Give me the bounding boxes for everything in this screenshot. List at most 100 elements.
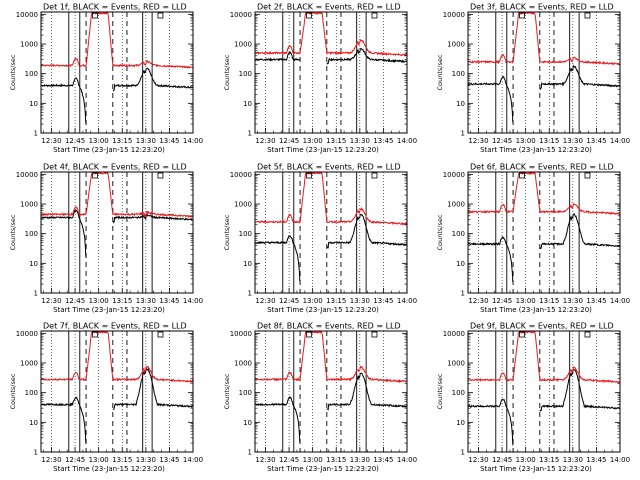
x-tick-label: 12:45 [279, 456, 299, 464]
x-tick-label: 12:30 [468, 456, 488, 464]
x-tick-label: 14:00 [183, 456, 203, 464]
x-tick-label: 12:45 [65, 456, 85, 464]
x-tick-label: 12:45 [65, 137, 85, 145]
y-tick-label: 10 [243, 419, 252, 427]
x-tick-label: 13:15 [326, 137, 346, 145]
series-group [468, 172, 620, 283]
top-state-marker [371, 12, 378, 19]
y-tick-label: 10 [29, 100, 38, 108]
y-axis-label: Counts/sec [436, 373, 444, 409]
y-tick-label: 1000 [234, 41, 252, 49]
panel-title: Det 1f, BLACK = Events, RED = LLD [43, 3, 187, 12]
y-tick-label: 10000 [443, 11, 465, 19]
series-lld-line [41, 331, 193, 384]
plot-frame [254, 171, 408, 294]
y-tick-label: 10000 [16, 11, 38, 19]
x-tick-label: 13:30 [563, 137, 583, 145]
x-tick-label: 13:00 [516, 456, 536, 464]
y-tick-label: 10 [456, 260, 465, 268]
panel-3: Det 3f, BLACK = Events, RED = LLD 1 10 100 1… [436, 3, 630, 155]
x-tick-label: 13:30 [136, 297, 156, 305]
x-tick-label: 12:30 [255, 456, 275, 464]
panel-title: Det 6f, BLACK = Events, RED = LLD [470, 163, 614, 172]
x-tick-label: 13:00 [516, 297, 536, 305]
x-tick-label: 13:15 [112, 297, 132, 305]
x-tick-label: 14:00 [397, 137, 417, 145]
x-tick-label: 13:30 [350, 137, 370, 145]
x-axis-label: Start Time (23-Jan-15 12:23:20) [53, 146, 165, 154]
plot-frame [40, 330, 194, 453]
top-state-marker [306, 12, 312, 19]
x-tick-label: 13:45 [586, 137, 606, 145]
x-tick-label: 12:30 [41, 137, 61, 145]
x-tick-label: 12:45 [492, 456, 512, 464]
series-group [255, 172, 407, 282]
panel-4: Det 4f, BLACK = Events, RED = LLD 1 10 100 1… [9, 163, 203, 315]
y-axis-label: Counts/sec [223, 373, 231, 409]
y-tick-label: 10 [243, 100, 252, 108]
x-tick-label: 12:30 [468, 297, 488, 305]
panel-2: Det 2f, BLACK = Events, RED = LLD 1 10 100 1… [223, 3, 417, 155]
top-state-marker [157, 12, 164, 19]
top-state-marker [92, 331, 98, 338]
top-state-marker [584, 331, 591, 338]
y-tick-label: 10 [456, 419, 465, 427]
x-tick-label: 13:00 [89, 137, 109, 145]
x-axis-label: Start Time (23-Jan-15 12:23:20) [480, 465, 592, 473]
top-state-marker [92, 172, 98, 179]
top-state-marker [519, 12, 525, 19]
x-axis-label: Start Time (23-Jan-15 12:23:20) [53, 465, 165, 473]
series-events-line [255, 47, 407, 65]
y-tick-label: 1 [34, 449, 38, 457]
top-state-marker [371, 172, 378, 179]
x-tick-label: 12:30 [255, 137, 275, 145]
y-axis-label: Counts/sec [436, 214, 444, 250]
series-group [41, 331, 193, 444]
panel-8: Det 8f, BLACK = Events, RED = LLD 1 10 100 1… [223, 322, 417, 474]
x-tick-label: 12:30 [41, 297, 61, 305]
x-tick-label: 14:00 [610, 456, 630, 464]
x-tick-label: 13:45 [373, 456, 393, 464]
y-tick-label: 10000 [443, 330, 465, 338]
y-tick-label: 100 [452, 70, 465, 78]
x-tick-label: 13:45 [159, 456, 179, 464]
x-axis-label: Start Time (23-Jan-15 12:23:20) [267, 306, 379, 314]
x-tick-label: 13:00 [303, 456, 323, 464]
x-tick-label: 13:30 [350, 297, 370, 305]
series-lld-line [468, 12, 620, 66]
y-axis-label: Counts/sec [9, 54, 17, 90]
y-tick-label: 100 [452, 230, 465, 238]
x-tick-label: 12:30 [41, 456, 61, 464]
y-tick-label: 1000 [234, 360, 252, 368]
series-lld-line [255, 12, 407, 57]
top-state-marker [157, 331, 164, 338]
x-tick-label: 13:15 [326, 297, 346, 305]
series-group [255, 331, 407, 443]
series-events-line [41, 67, 193, 124]
x-tick-label: 13:15 [326, 456, 346, 464]
plot-frame [40, 171, 194, 294]
y-tick-label: 1000 [447, 201, 465, 209]
series-group [468, 12, 620, 123]
x-tick-label: 14:00 [610, 297, 630, 305]
y-tick-label: 1 [248, 449, 252, 457]
x-tick-label: 13:30 [350, 456, 370, 464]
panel-title: Det 4f, BLACK = Events, RED = LLD [43, 163, 187, 172]
top-state-marker [519, 331, 525, 338]
x-tick-label: 13:45 [159, 297, 179, 305]
plot-frame [254, 330, 408, 453]
y-tick-label: 10000 [230, 171, 252, 179]
x-tick-label: 13:45 [159, 137, 179, 145]
top-state-marker [157, 172, 164, 179]
series-group [255, 12, 407, 65]
top-state-marker [519, 172, 525, 179]
series-events-line [41, 209, 193, 257]
x-tick-label: 13:15 [112, 137, 132, 145]
series-group [41, 12, 193, 124]
y-tick-label: 10 [29, 260, 38, 268]
x-tick-label: 13:45 [586, 456, 606, 464]
panel-6: Det 6f, BLACK = Events, RED = LLD 1 10 100 1… [436, 163, 630, 315]
x-tick-label: 13:45 [373, 137, 393, 145]
panel-title: Det 5f, BLACK = Events, RED = LLD [257, 163, 401, 172]
x-tick-label: 12:45 [492, 137, 512, 145]
